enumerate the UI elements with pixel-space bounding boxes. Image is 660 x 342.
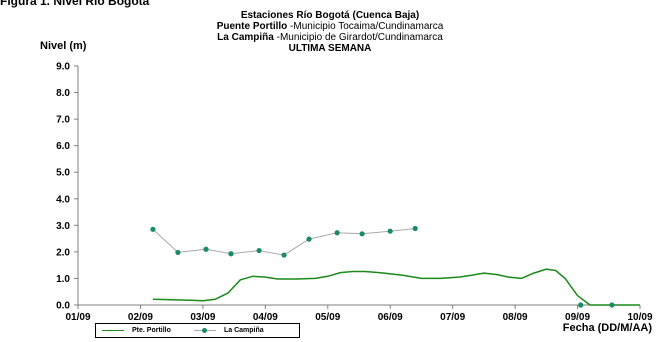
x-tick-label: 07/09: [440, 312, 465, 323]
x-tick-label: 09/09: [565, 312, 590, 323]
legend-label-portillo: Pte. Portillo: [132, 327, 171, 334]
y-tick-label: 6.0: [56, 141, 70, 152]
data-point-campina: [150, 226, 156, 232]
series-line-campina: [152, 228, 416, 256]
x-axis-label: Fecha (DD/M/AA): [562, 322, 652, 334]
data-point-campina: [256, 247, 262, 254]
x-tick-label: 04/09: [253, 312, 278, 323]
y-tick-label: 5.0: [56, 168, 70, 179]
y-axis-label: Nivel (m): [40, 40, 87, 52]
y-tick-label: 2.0: [56, 247, 70, 258]
data-point-campina: [609, 302, 615, 308]
data-point-campina: [334, 230, 340, 236]
x-tick-label: 02/09: [128, 312, 153, 323]
x-tick-label: 06/09: [378, 312, 403, 323]
legend-line-portillo: [102, 330, 124, 331]
y-tick-label: 3.0: [56, 221, 70, 232]
data-point-campina: [203, 246, 209, 252]
station-line-1: Puente Portillo -Municipio Tocaima/Cundi…: [216, 21, 444, 32]
y-tick-label: 9.0: [56, 62, 70, 73]
y-tick-label: 7.0: [56, 115, 70, 126]
x-tick-label: 01/09: [65, 312, 90, 323]
y-tick-label: 4.0: [56, 194, 70, 205]
legend-label-campina: La Campiña: [224, 327, 264, 334]
data-point-campina: [412, 225, 418, 232]
data-point-campina: [359, 231, 365, 237]
data-point-campina: [281, 252, 287, 258]
data-point-campina: [175, 249, 181, 256]
x-tick-label: 08/09: [503, 312, 528, 323]
chart-subtitle: ULTIMA SEMANA: [288, 43, 372, 54]
y-tick-label: 1.0: [56, 274, 70, 285]
chart-header: Estaciones Río Bogotá (Cuenca Baja) Puen…: [0, 10, 660, 54]
data-point-campina: [228, 251, 234, 257]
station-line-2: La Campiña -Municipio de Girardot/Cundin…: [217, 32, 443, 43]
figure-caption-fragment: Figura 1. Nivel Río Bogotá: [0, 0, 150, 8]
y-tick-label: 0.0: [56, 301, 70, 312]
data-point-campina: [578, 302, 584, 308]
x-tick-label: 10/09: [627, 312, 652, 323]
x-tick-label: 03/09: [190, 312, 215, 323]
y-tick-label: 8.0: [56, 88, 70, 99]
data-point-campina: [306, 236, 312, 242]
x-tick-label: 05/09: [315, 312, 340, 323]
legend-marker-campina: [202, 328, 207, 333]
series-line-portillo: [152, 268, 640, 306]
legend: Pte. Portillo La Campiña: [95, 323, 300, 338]
chart-title: Estaciones Río Bogotá (Cuenca Baja): [240, 10, 420, 21]
data-point-campina: [387, 228, 393, 234]
